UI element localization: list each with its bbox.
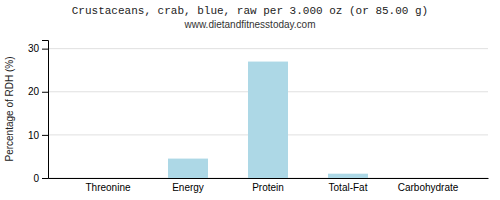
x-tick-label: Protein [252, 182, 284, 193]
y-axis: 0 10 20 30 [28, 41, 49, 184]
y-tick-label: 0 [33, 173, 39, 184]
bar [88, 178, 128, 179]
bar [168, 159, 208, 178]
y-tick-label: 20 [28, 86, 40, 97]
plot: 0 10 20 30 Threonine Energy Protein Total-Fat Ca… [28, 41, 489, 194]
y-tick: 10 [28, 130, 48, 141]
y-axis-title: Percentage of RDH (%) [4, 56, 15, 161]
x-tick-label: Energy [172, 182, 204, 193]
x-tick: Protein [252, 178, 284, 193]
x-tick-label: Total-Fat [329, 182, 368, 193]
y-tick-label: 10 [28, 130, 40, 141]
x-tick-label: Carbohydrate [398, 182, 459, 193]
x-tick-label: Threonine [85, 182, 130, 193]
grid-line [48, 48, 488, 49]
x-axis-line [49, 178, 489, 179]
y-tick-mark [42, 49, 48, 50]
y-tick-mark [42, 135, 48, 136]
x-tick: Carbohydrate [398, 178, 459, 193]
y-tick-mark [42, 92, 48, 93]
grid [48, 49, 488, 178]
y-tick: 30 [28, 43, 48, 54]
title: Crustaceans, crab, blue, raw per 3.000 o… [72, 5, 428, 17]
x-axis: Threonine Energy Protein Total-Fat Carbohydr… [49, 178, 489, 193]
x-tick: Threonine [85, 178, 130, 193]
x-tick: Total-Fat [329, 178, 368, 193]
y-tick-mark [42, 178, 48, 179]
x-tick: Energy [172, 178, 204, 193]
y-tick: 20 [28, 86, 48, 97]
bars [168, 62, 368, 178]
y-tick: 0 [33, 173, 48, 184]
y-tick-label: 30 [28, 43, 40, 54]
bar [248, 62, 288, 178]
subtitle: www.dietandfitnesstoday.com [184, 19, 316, 30]
bar [328, 174, 368, 178]
chart: Crustaceans, crab, blue, raw per 3.000 o… [0, 0, 500, 200]
y-axis-line [42, 41, 49, 179]
bar [408, 178, 448, 179]
